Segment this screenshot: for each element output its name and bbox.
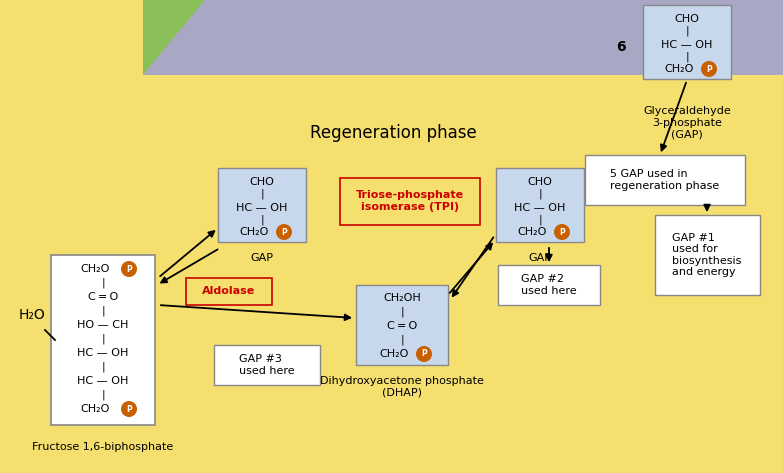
Text: |: | — [101, 278, 105, 288]
Text: HC — OH: HC — OH — [514, 203, 565, 213]
Text: |: | — [260, 189, 264, 199]
Text: CH₂OH: CH₂OH — [383, 293, 421, 303]
Text: Dihydroxyacetone phosphate
(DHAP): Dihydroxyacetone phosphate (DHAP) — [320, 376, 484, 398]
Text: Aldolase: Aldolase — [202, 286, 255, 296]
Ellipse shape — [416, 346, 432, 362]
Text: |: | — [101, 390, 105, 400]
Polygon shape — [143, 0, 205, 75]
Text: CH₂O: CH₂O — [664, 64, 694, 74]
Text: 6: 6 — [616, 40, 626, 54]
Bar — [214, 345, 320, 385]
Text: Glyceraldehyde
3-phosphate
(GAP): Glyceraldehyde 3-phosphate (GAP) — [643, 106, 731, 140]
Ellipse shape — [121, 261, 137, 277]
Text: |: | — [685, 26, 689, 36]
Text: |: | — [400, 335, 404, 345]
Ellipse shape — [121, 401, 137, 417]
Ellipse shape — [701, 61, 717, 77]
Bar — [643, 5, 731, 79]
Text: Fructose 1,6-biphosphate: Fructose 1,6-biphosphate — [32, 442, 174, 452]
Text: P: P — [126, 264, 132, 273]
Bar — [585, 155, 745, 205]
Bar — [496, 168, 584, 242]
Bar — [498, 265, 600, 305]
Text: P: P — [281, 228, 287, 236]
Text: GAP #2
used here: GAP #2 used here — [521, 274, 577, 296]
Bar — [340, 178, 480, 225]
Text: GAP #3
used here: GAP #3 used here — [239, 354, 295, 376]
Text: P: P — [126, 404, 132, 413]
Text: 5 GAP used in
regeneration phase: 5 GAP used in regeneration phase — [611, 169, 720, 191]
Bar — [356, 285, 448, 365]
Text: HO — CH: HO — CH — [78, 320, 128, 330]
Bar — [655, 215, 760, 295]
Text: GAP: GAP — [251, 253, 273, 263]
Text: |: | — [400, 307, 404, 317]
Text: C ═ O: C ═ O — [88, 292, 118, 302]
Bar — [186, 278, 272, 305]
Text: HC — OH: HC — OH — [236, 203, 287, 213]
Text: CHO: CHO — [528, 177, 553, 187]
Text: CHO: CHO — [250, 177, 274, 187]
Text: GAP: GAP — [529, 253, 551, 263]
Text: |: | — [538, 215, 542, 225]
Text: |: | — [101, 334, 105, 344]
Text: |: | — [260, 215, 264, 225]
Text: GAP #1
used for
biosynthesis
and energy: GAP #1 used for biosynthesis and energy — [673, 233, 742, 277]
Text: |: | — [685, 52, 689, 62]
Bar — [51, 255, 155, 425]
Text: Triose-phosphate
isomerase (TPI): Triose-phosphate isomerase (TPI) — [356, 190, 464, 212]
Ellipse shape — [554, 224, 570, 240]
Text: P: P — [559, 228, 565, 236]
Text: P: P — [421, 350, 427, 359]
Text: C ═ O: C ═ O — [387, 321, 417, 331]
Text: H₂O: H₂O — [19, 308, 45, 322]
Ellipse shape — [276, 224, 292, 240]
Text: CH₂O: CH₂O — [240, 227, 269, 237]
Text: |: | — [101, 362, 105, 372]
Text: HC — OH: HC — OH — [78, 348, 128, 358]
Text: CHO: CHO — [675, 14, 699, 24]
Text: CH₂O: CH₂O — [81, 264, 110, 274]
Text: Regeneration phase: Regeneration phase — [309, 124, 476, 142]
Text: CH₂O: CH₂O — [518, 227, 547, 237]
Text: CH₂O: CH₂O — [81, 404, 110, 414]
Text: HC — OH: HC — OH — [662, 40, 713, 50]
Text: P: P — [706, 64, 712, 73]
Text: CH₂O: CH₂O — [379, 349, 409, 359]
Bar — [143, 0, 783, 75]
Text: |: | — [101, 306, 105, 316]
Text: |: | — [538, 189, 542, 199]
Text: HC — OH: HC — OH — [78, 376, 128, 386]
Bar — [218, 168, 306, 242]
